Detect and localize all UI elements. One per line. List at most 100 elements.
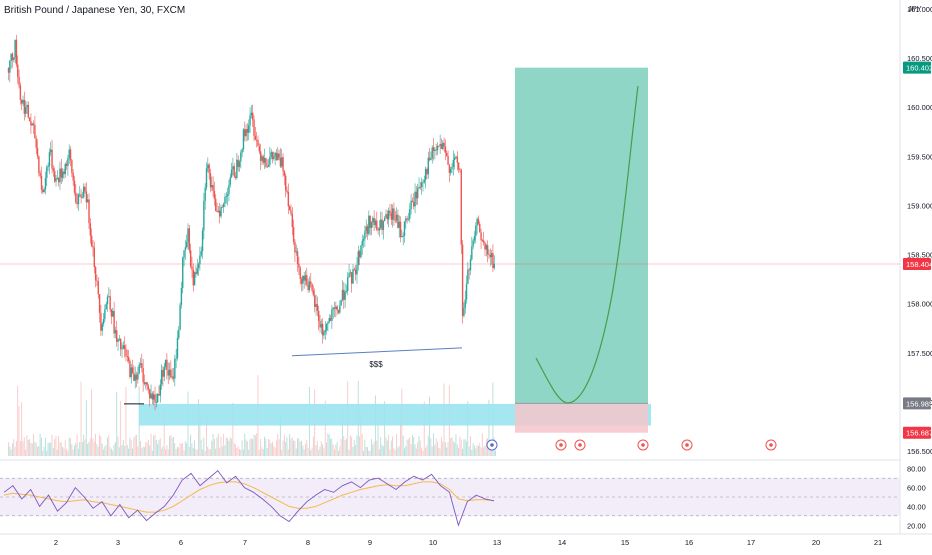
candle-body — [215, 198, 217, 212]
candle-body — [116, 330, 118, 342]
volume-bar — [165, 449, 166, 456]
volume-bar — [396, 434, 397, 456]
volume-bar — [59, 442, 61, 456]
candle-body — [199, 255, 201, 265]
rsi-line — [3, 469, 495, 527]
candle-body — [55, 178, 57, 182]
candle-body — [80, 194, 82, 198]
volume-bar — [293, 440, 295, 456]
candle-body — [354, 269, 357, 275]
candle-body — [135, 374, 138, 380]
candle-body — [440, 143, 443, 149]
volume-bar — [409, 437, 411, 456]
candle-body — [311, 283, 313, 291]
candle-body — [48, 152, 51, 167]
volume-bar — [110, 448, 112, 456]
volume-bar — [273, 445, 275, 456]
volume-bar — [121, 445, 123, 456]
volume-bar — [18, 406, 20, 456]
candle-body — [21, 99, 23, 104]
volume-bar — [132, 448, 133, 456]
volume-bar — [298, 438, 300, 456]
candle-body — [106, 296, 109, 305]
candle-body — [22, 99, 24, 104]
candle-body — [274, 152, 276, 157]
volume-bar — [198, 399, 199, 456]
volume-bar — [467, 401, 469, 456]
candle-body — [262, 156, 264, 163]
volume-bar — [191, 443, 193, 456]
volume-bar — [142, 446, 144, 456]
candle-body — [14, 39, 16, 58]
candle-body — [84, 186, 86, 192]
volume-bar — [419, 440, 421, 456]
candle-body — [278, 153, 280, 158]
candle-body — [63, 171, 65, 175]
volume-bar — [101, 443, 103, 456]
candle-body — [397, 214, 399, 228]
candle-body — [129, 360, 131, 378]
volume-bar — [340, 439, 342, 456]
candle-body — [324, 330, 326, 332]
volume-bar — [256, 433, 258, 456]
candle-body — [467, 269, 469, 284]
volume-bar — [170, 434, 172, 456]
volume-bar — [151, 450, 153, 456]
volume-bar — [473, 445, 475, 456]
volume-bar — [455, 434, 457, 456]
volume-bar — [215, 448, 217, 456]
candle-body — [253, 119, 255, 136]
currency-label: JPY — [908, 4, 922, 13]
candle-body — [76, 202, 78, 205]
volume-bar — [236, 448, 238, 456]
volume-bar — [480, 447, 482, 456]
candle-body — [290, 210, 292, 214]
volume-bar — [38, 446, 40, 456]
candle-body — [443, 142, 445, 147]
candle-body — [381, 219, 383, 230]
volume-bar — [10, 449, 12, 456]
volume-bar — [134, 435, 136, 456]
volume-bar — [29, 439, 31, 456]
candle-body — [370, 222, 373, 228]
volume-bar — [470, 436, 471, 456]
candle-body — [351, 272, 353, 284]
candle-body — [254, 135, 257, 140]
candle-body — [160, 369, 163, 385]
candle-body — [15, 39, 18, 65]
candle-body — [52, 168, 55, 171]
volume-bar — [328, 434, 330, 456]
candle-body — [413, 202, 415, 207]
candle-body — [68, 149, 70, 159]
volume-bar — [367, 447, 368, 456]
volume-bar — [25, 449, 27, 456]
volume-bar — [373, 441, 375, 456]
candle-body — [153, 394, 155, 400]
candle-body — [17, 64, 19, 77]
candle-body — [9, 60, 11, 73]
volume-bar — [316, 441, 318, 456]
volume-bar — [360, 411, 362, 456]
volume-bar — [475, 448, 477, 456]
candle-body — [23, 99, 26, 114]
volume-bar — [71, 444, 73, 456]
candle-body — [423, 180, 425, 183]
candle-body — [321, 323, 324, 336]
stop-price-label: 156.687 — [903, 426, 932, 439]
time-tick-label: 21 — [874, 538, 882, 547]
candle-body — [32, 123, 35, 125]
entry-price-label: 156.985 — [903, 397, 932, 410]
candle-body — [113, 311, 115, 334]
candle-body — [455, 156, 457, 158]
volume-bar — [161, 448, 163, 456]
volume-bar — [371, 438, 372, 456]
candle-body — [166, 359, 168, 371]
volume-bar — [262, 448, 264, 456]
current-price-label: 158.404 — [903, 257, 932, 270]
volume-bar — [85, 400, 87, 456]
volume-bar — [179, 442, 181, 456]
volume-bar — [203, 437, 205, 456]
candle-body — [277, 153, 279, 161]
candle-body — [121, 348, 123, 350]
